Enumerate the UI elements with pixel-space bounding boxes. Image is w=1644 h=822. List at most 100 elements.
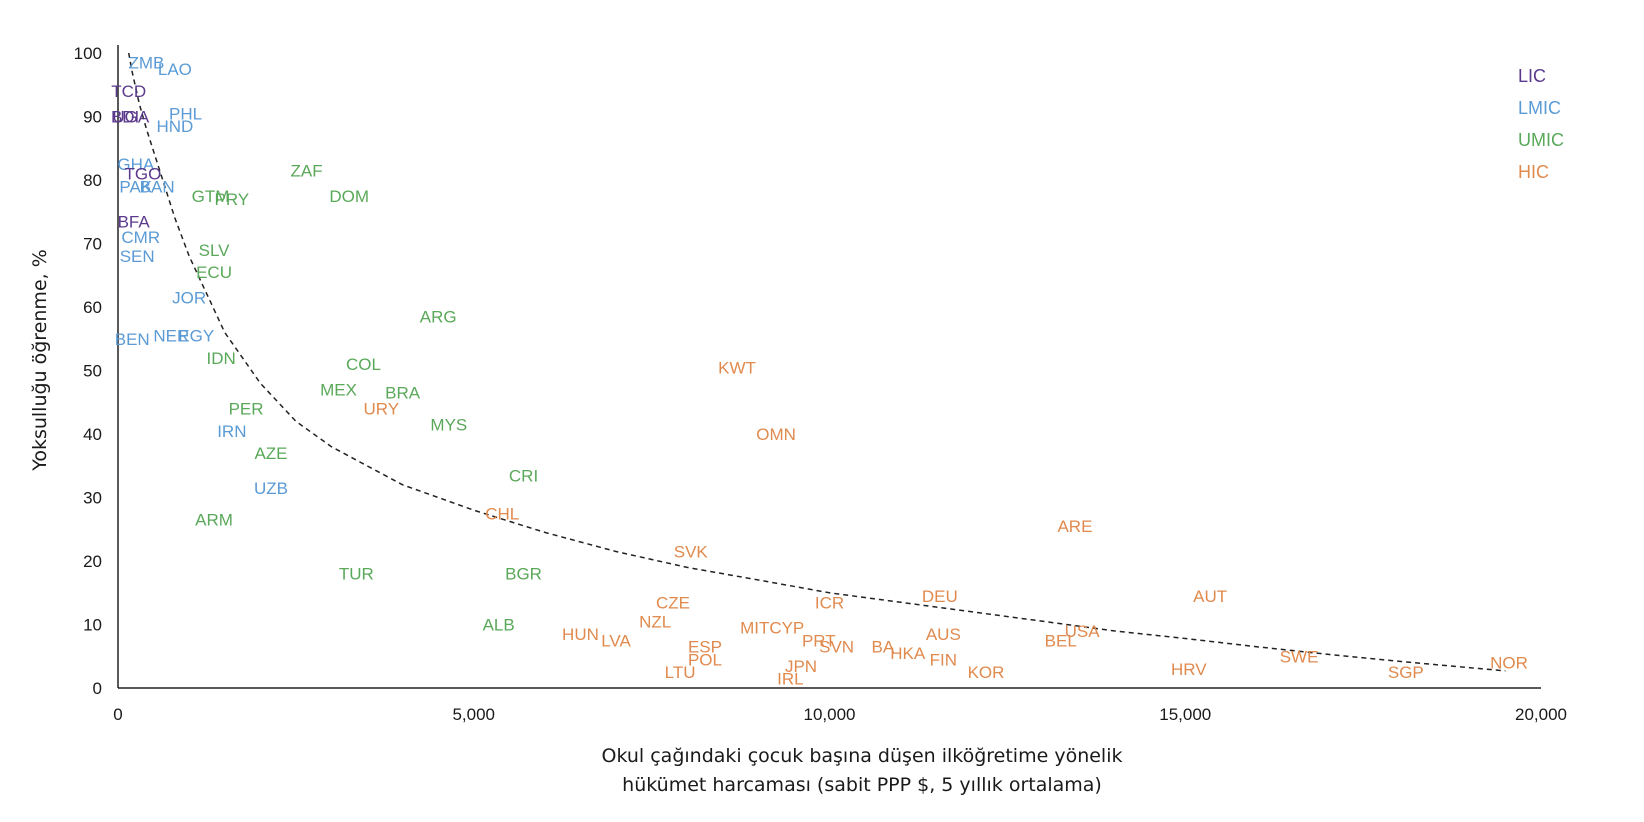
y-tick-label: 10 bbox=[83, 616, 102, 635]
point-phl: PHL bbox=[169, 104, 202, 123]
point-svn: SVN bbox=[819, 638, 854, 657]
point-zmb: ZMB bbox=[129, 54, 165, 73]
point-tcd: TCD bbox=[111, 82, 146, 101]
point-gtm: GTM bbox=[192, 187, 230, 206]
point-pol: POL bbox=[688, 650, 722, 669]
point-esp: ESP bbox=[688, 638, 722, 657]
y-tick-label: 100 bbox=[74, 44, 102, 63]
point-dom: DOM bbox=[329, 187, 369, 206]
point-mex: MEX bbox=[320, 381, 357, 400]
x-tick-label: 20,000 bbox=[1515, 705, 1567, 724]
point-omn: OMN bbox=[756, 425, 796, 444]
point-swe: SWE bbox=[1280, 647, 1319, 666]
point-hrv: HRV bbox=[1171, 660, 1207, 679]
point-lao: LAO bbox=[158, 60, 192, 79]
point-ben: BEN bbox=[115, 330, 150, 349]
x-tick-label: 10,000 bbox=[804, 705, 856, 724]
y-tick-label: 20 bbox=[83, 552, 102, 571]
point-ecu: ECU bbox=[196, 263, 232, 282]
point-aze: AZE bbox=[254, 444, 287, 463]
point-fin: FIN bbox=[930, 650, 957, 669]
point-arm: ARM bbox=[195, 511, 233, 530]
point-nor: NOR bbox=[1490, 654, 1528, 673]
point-bra: BRA bbox=[385, 384, 421, 403]
point-hnd: HND bbox=[156, 117, 193, 136]
point-hka: HKA bbox=[890, 644, 926, 663]
point-usa: USA bbox=[1065, 622, 1101, 641]
point-pak: PAK bbox=[119, 177, 152, 196]
point-cze: CZE bbox=[656, 593, 690, 612]
legend: LIC LMIC UMIC HIC bbox=[1518, 66, 1564, 182]
point-hun: HUN bbox=[562, 625, 599, 644]
point-mit: MIT bbox=[740, 619, 769, 638]
point-zaf: ZAF bbox=[290, 161, 322, 180]
point-egy: EGY bbox=[178, 327, 214, 346]
point-col: COL bbox=[346, 355, 381, 374]
point-ban: BAN bbox=[140, 177, 175, 196]
point-aut: AUT bbox=[1193, 587, 1227, 606]
point-slv: SLV bbox=[199, 241, 231, 260]
x-axis-title-line-1: Okul çağındaki çocuk başına düşen ilköğr… bbox=[602, 745, 1123, 767]
point-jor: JOR bbox=[172, 288, 206, 307]
y-tick-labels: 0 10 20 30 40 50 60 70 80 90 100 bbox=[74, 44, 102, 698]
point-bdi: BDI bbox=[111, 108, 139, 127]
point-idn: IDN bbox=[207, 349, 236, 368]
point-irl: IRL bbox=[777, 669, 803, 688]
legend-item-lmic: LMIC bbox=[1518, 98, 1561, 118]
point-nzl: NZL bbox=[639, 612, 671, 631]
y-tick-label: 90 bbox=[83, 108, 102, 127]
point-bgr: BGR bbox=[505, 565, 542, 584]
point-jpn: JPN bbox=[785, 657, 817, 676]
point-sen: SEN bbox=[120, 247, 155, 266]
point-mys: MYS bbox=[430, 415, 467, 434]
point-bfa: BFA bbox=[118, 212, 151, 231]
legend-item-lic: LIC bbox=[1518, 66, 1546, 86]
axes bbox=[117, 45, 1541, 689]
point-uzb: UZB bbox=[254, 479, 288, 498]
y-tick-label: 60 bbox=[83, 298, 102, 317]
point-tur: TUR bbox=[339, 565, 374, 584]
x-tick-label: 0 bbox=[113, 705, 122, 724]
y-tick-label: 40 bbox=[83, 425, 102, 444]
point-cri: CRI bbox=[509, 466, 538, 485]
point-cmr: CMR bbox=[121, 228, 160, 247]
point-uga: UGA bbox=[112, 108, 150, 127]
point-per: PER bbox=[229, 400, 264, 419]
legend-item-umic: UMIC bbox=[1518, 130, 1564, 150]
point-cyp: CYP bbox=[769, 619, 804, 638]
point-are: ARE bbox=[1057, 517, 1092, 536]
legend-item-hic: HIC bbox=[1518, 162, 1549, 182]
point-bel: BEL bbox=[1045, 631, 1077, 650]
point-tgo: TGO bbox=[124, 165, 161, 184]
point-sgp: SGP bbox=[1388, 663, 1424, 682]
x-tick-label: 5,000 bbox=[452, 705, 495, 724]
point-prt: PRT bbox=[802, 631, 836, 650]
point-gha: GHA bbox=[117, 155, 155, 174]
point-kor: KOR bbox=[968, 663, 1005, 682]
y-axis-title: Yoksulluğu öğrenme, % bbox=[29, 249, 51, 472]
point-pry: PRY bbox=[215, 190, 250, 209]
point-ner: NER bbox=[153, 327, 189, 346]
point-irn: IRN bbox=[217, 422, 246, 441]
point-ury: URY bbox=[363, 400, 399, 419]
x-tick-labels: 0 5,000 10,000 15,000 20,000 bbox=[113, 705, 1567, 724]
y-tick-label: 30 bbox=[83, 489, 102, 508]
point-deu: DEU bbox=[922, 587, 958, 606]
point-kwt: KWT bbox=[718, 358, 756, 377]
point-icr: ICR bbox=[815, 593, 844, 612]
x-axis-title-line-2: hükümet harcaması (sabit PPP $, 5 yıllık… bbox=[622, 774, 1102, 796]
x-tick-label: 15,000 bbox=[1159, 705, 1211, 724]
y-tick-label: 0 bbox=[93, 679, 102, 698]
trendline bbox=[127, 52, 1506, 672]
point-arg: ARG bbox=[420, 308, 457, 327]
y-tick-label: 80 bbox=[83, 171, 102, 190]
point-ltu: LTU bbox=[665, 663, 696, 682]
point-svk: SVK bbox=[674, 542, 709, 561]
point-lva: LVA bbox=[601, 631, 631, 650]
y-tick-label: 70 bbox=[83, 235, 102, 254]
point-chl: CHL bbox=[485, 504, 519, 523]
point-ba: BA bbox=[872, 638, 895, 657]
y-tick-label: 50 bbox=[83, 362, 102, 381]
